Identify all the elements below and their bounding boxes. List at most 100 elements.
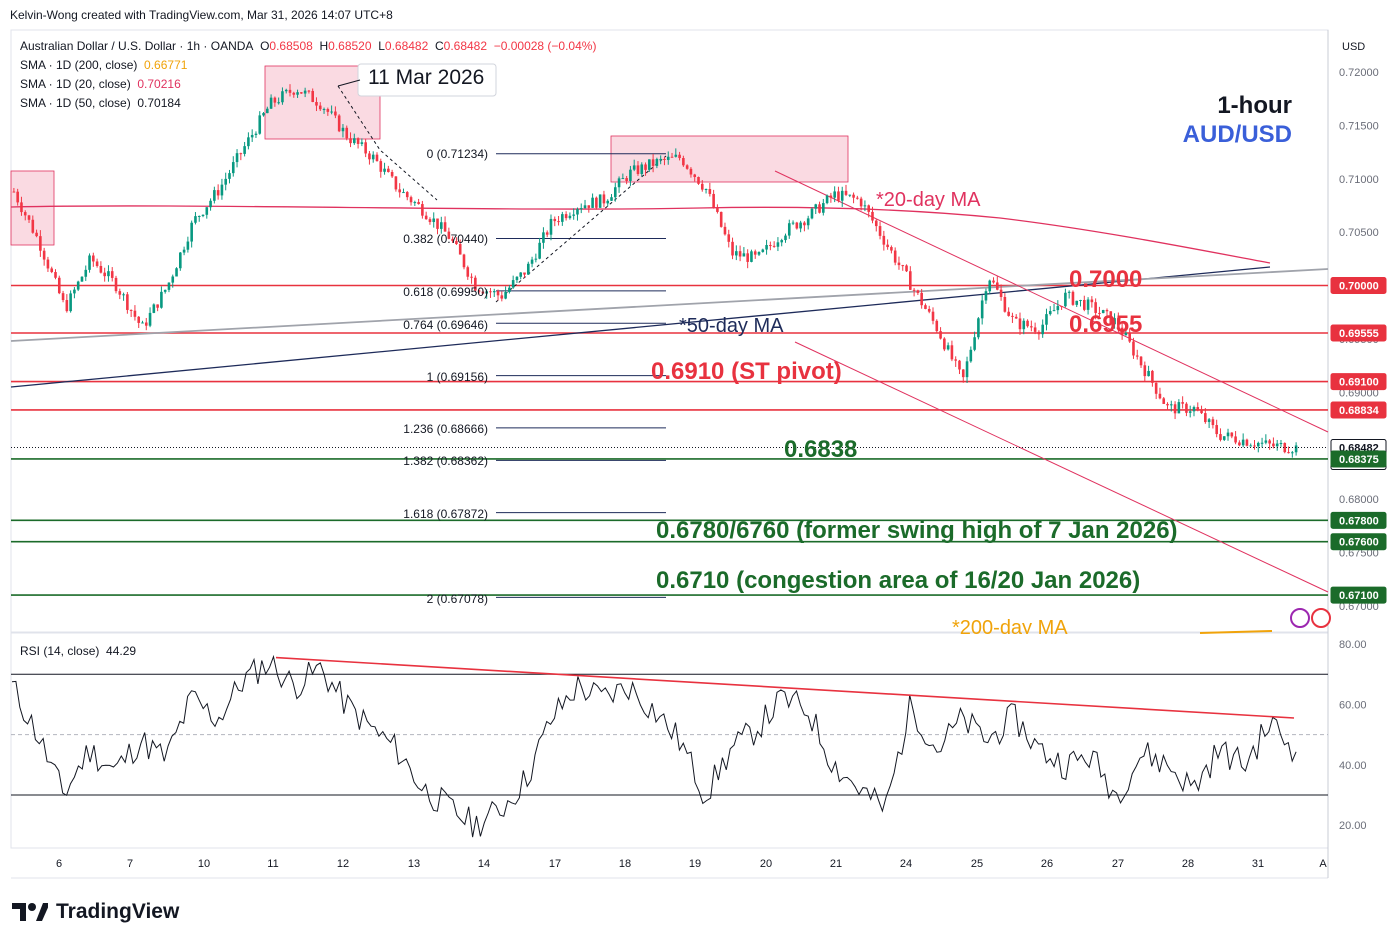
- candle-body: [648, 159, 651, 170]
- price-tick-label: 0.71000: [1339, 174, 1379, 186]
- currency-label[interactable]: USD: [1342, 41, 1366, 53]
- sma20-legend[interactable]: SMA · 1D (20, close) 0.70216: [20, 77, 181, 91]
- rsi-tick-label: 60.00: [1339, 699, 1367, 711]
- candle-body: [1105, 310, 1109, 312]
- descending-channel-lower: [794, 341, 1329, 593]
- candle-body: [402, 192, 405, 194]
- candle-body: [1283, 443, 1287, 453]
- price-tick-label: 0.70500: [1339, 227, 1379, 239]
- time-tick-label: A: [1319, 858, 1327, 870]
- candle-body: [1071, 291, 1075, 305]
- candle-body: [1056, 306, 1060, 311]
- candle-body: [182, 249, 186, 253]
- candle-body: [1181, 402, 1184, 404]
- candle-body: [1200, 410, 1203, 414]
- candle-body: [129, 309, 133, 311]
- candle-body: [1226, 432, 1230, 437]
- candle-body: [16, 191, 19, 203]
- candle-body: [961, 369, 965, 378]
- candle-body: [1196, 407, 1200, 411]
- candle-body: [360, 142, 364, 144]
- candle-body: [727, 234, 731, 242]
- candle-body: [561, 214, 564, 222]
- candle-body: [1101, 310, 1105, 314]
- rsi-divergence-trendline: [275, 656, 1295, 719]
- candle-body: [269, 97, 273, 109]
- tradingview-wordmark: TradingView: [56, 900, 180, 923]
- descending-channel-upper: [774, 170, 1329, 433]
- fib-label: 2 (0.67078): [426, 592, 488, 606]
- candle-body: [890, 247, 893, 251]
- level-6838-label: 0.6838: [784, 436, 858, 463]
- rsi-label: RSI (14, close): [20, 644, 100, 658]
- price-axis-tag-label: 0.68375: [1339, 454, 1379, 466]
- rsi-tick-label: 80.00: [1339, 639, 1367, 651]
- candle-body: [916, 290, 920, 293]
- time-tick-label: 27: [1112, 858, 1124, 870]
- candle-body: [984, 291, 988, 301]
- candle-body: [530, 259, 534, 264]
- candle-body: [337, 115, 341, 132]
- rsi-legend[interactable]: RSI (14, close) 44.29: [20, 644, 136, 658]
- low-label: L: [378, 39, 385, 53]
- candle-body: [364, 142, 367, 154]
- candle-body: [341, 127, 345, 132]
- candle-body: [920, 292, 923, 306]
- candle-body: [818, 204, 821, 213]
- long-term-trendline: [10, 268, 1329, 342]
- candle-body: [757, 251, 761, 255]
- candle-body: [909, 271, 912, 290]
- candle-body: [931, 311, 935, 321]
- candle-body: [1287, 452, 1290, 454]
- ma20-annotation: *20-day MA: [876, 189, 981, 211]
- candle-body: [746, 253, 749, 262]
- candle-body: [591, 197, 594, 208]
- candle-body: [814, 204, 818, 209]
- level-7000-label: 0.7000: [1069, 266, 1143, 293]
- candle-body: [50, 268, 54, 273]
- sma50-legend[interactable]: SMA · 1D (50, close) 0.70184: [20, 96, 181, 110]
- candle-body: [678, 154, 681, 159]
- candle-body: [27, 215, 31, 220]
- candle-body: [787, 223, 791, 236]
- candle-body: [576, 209, 579, 215]
- price-axis-tag-label: 0.67100: [1339, 590, 1379, 602]
- candle-body: [958, 360, 961, 370]
- candle-body: [288, 89, 292, 93]
- sma50-value: 0.70184: [137, 96, 181, 110]
- price-tick-label: 0.67500: [1339, 547, 1379, 559]
- candle-body: [277, 102, 280, 104]
- candle-body: [980, 300, 984, 319]
- candle-body: [375, 154, 379, 162]
- candle-body: [871, 211, 874, 221]
- candle-body: [950, 345, 954, 360]
- candle-body: [1230, 432, 1234, 437]
- candle-body: [670, 156, 674, 158]
- candle-body: [693, 174, 697, 178]
- price-axis-tag-label: 0.69555: [1339, 328, 1379, 340]
- candle-body: [220, 184, 224, 196]
- candle-body: [197, 215, 201, 217]
- candle-body: [95, 261, 99, 266]
- candle-body: [205, 207, 209, 215]
- time-tick-label: 21: [830, 858, 842, 870]
- candle-body: [92, 255, 95, 262]
- candle-body: [417, 202, 420, 205]
- tradingview-logo-icon: [12, 901, 50, 923]
- candle-body: [152, 304, 156, 313]
- candle-body: [655, 159, 659, 166]
- candle-body: [602, 194, 606, 204]
- sma200-legend[interactable]: SMA · 1D (200, close) 0.66771: [20, 58, 187, 72]
- tradingview-logo[interactable]: TradingView: [12, 900, 179, 924]
- candle-body: [250, 134, 254, 138]
- ma200-annotation: *200-day MA: [952, 617, 1068, 634]
- candle-body: [583, 205, 587, 209]
- candle-body: [1132, 341, 1135, 356]
- candle-body: [735, 251, 738, 256]
- candle-body: [330, 111, 333, 113]
- candle-body: [12, 191, 16, 193]
- candle-body: [349, 138, 352, 144]
- time-tick-label: 11: [267, 858, 278, 870]
- candle-body: [1279, 443, 1283, 445]
- candle-body: [935, 320, 939, 332]
